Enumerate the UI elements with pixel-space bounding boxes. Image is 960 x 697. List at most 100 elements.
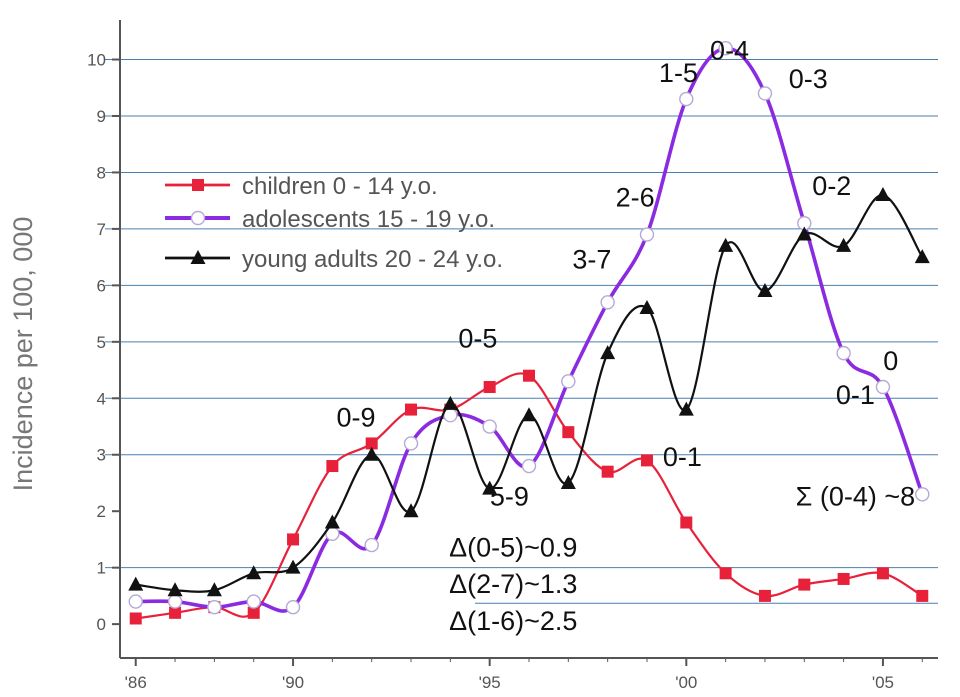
- data-point-adolescents: [639, 227, 655, 242]
- data-point-young-adults: [600, 345, 616, 360]
- y-tick-label: 3: [97, 446, 106, 465]
- data-point-children: [837, 572, 850, 585]
- legend-item-young-adults: young adults 20 - 24 y.o.: [165, 246, 503, 273]
- data-point-young-adults: [678, 401, 694, 416]
- x-tick-label: '95: [479, 673, 501, 692]
- data-point-adolescents: [757, 86, 773, 101]
- data-point-children: [876, 567, 889, 580]
- y-tick-label: 6: [97, 276, 106, 295]
- data-point-young-adults: [639, 299, 655, 314]
- series-young-adults: [128, 187, 930, 597]
- data-point-children: [640, 454, 653, 467]
- annotation-label: Δ(1-6)~2.5: [449, 606, 577, 636]
- data-point-children: [129, 612, 142, 625]
- y-tick-label: 8: [97, 163, 106, 182]
- annotation-label: 0-2: [812, 171, 851, 201]
- data-point-adolescents: [207, 599, 222, 615]
- x-tick-label: '00: [675, 673, 697, 692]
- data-point-young-adults: [324, 514, 340, 529]
- data-point-young-adults: [403, 503, 419, 518]
- data-point-adolescents: [915, 487, 930, 502]
- data-point-young-adults: [442, 395, 458, 410]
- data-point-adolescents: [718, 41, 733, 56]
- data-point-young-adults: [482, 480, 498, 495]
- data-point-young-adults: [206, 582, 222, 597]
- data-point-adolescents: [679, 91, 694, 107]
- axes: 0 1 2 3 4 5 6 7 8 9 10 '86 '90 '95 '00 '05 Incidence per…: [8, 20, 938, 692]
- annotation-label: 5-9: [490, 482, 529, 512]
- data-point-children: [719, 567, 732, 580]
- data-point-children: [916, 589, 929, 602]
- annotation-label: 0-1: [836, 380, 875, 410]
- data-point-adolescents: [364, 537, 379, 553]
- annotation-label: 2-6: [616, 182, 655, 212]
- data-point-children: [287, 533, 300, 546]
- data-point-children: [523, 369, 535, 382]
- data-point-children: [680, 516, 693, 529]
- y-tick-label: 1: [97, 559, 106, 578]
- data-point-children: [365, 437, 378, 450]
- data-point-adolescents: [167, 594, 183, 609]
- data-point-young-adults: [718, 237, 734, 252]
- y-tick-label: 9: [97, 107, 106, 126]
- data-point-young-adults: [128, 576, 144, 591]
- legend-label: young adults 20 - 24 y.o.: [242, 246, 503, 273]
- legend-marker: [190, 210, 206, 226]
- data-point-adolescents: [561, 374, 576, 389]
- data-point-young-adults: [364, 446, 380, 461]
- y-tick-label: 4: [97, 389, 106, 408]
- data-point-young-adults: [836, 237, 852, 252]
- y-tick-label: 2: [97, 502, 106, 521]
- y-axis-label: Incidence per 100, 000: [8, 217, 38, 492]
- legend-marker: [190, 250, 206, 264]
- y-tick-label: 0: [97, 615, 106, 634]
- data-point-adolescents: [482, 419, 497, 434]
- data-point-children: [326, 460, 339, 473]
- y-tick-label: 7: [97, 220, 106, 239]
- annotation-label: Σ (0-4) ~8: [796, 482, 915, 512]
- x-tick-label: '90: [282, 673, 304, 692]
- data-point-children: [601, 465, 614, 478]
- legend-item-adolescents: adolescents 15 - 19 y.o.: [165, 206, 495, 233]
- data-point-young-adults: [246, 565, 262, 580]
- series-line-adolescents: [135, 46, 924, 613]
- data-point-young-adults: [796, 226, 812, 241]
- data-point-young-adults: [285, 559, 301, 574]
- data-point-children: [798, 578, 811, 591]
- gridlines: [105, 59, 938, 604]
- legend-label: children 0 - 14 y.o.: [242, 173, 438, 200]
- annotation-label: 0-9: [336, 403, 375, 433]
- annotation-label: 0-1: [663, 442, 702, 472]
- data-point-children: [483, 380, 496, 393]
- data-point-adolescents: [285, 599, 301, 615]
- annotation-label: 0-5: [458, 323, 497, 353]
- data-point-adolescents: [403, 436, 419, 451]
- data-point-young-adults: [757, 283, 773, 298]
- annotations: 1-5 0-4 0-3 2-6 0-2 3-7 0-5 0 0-1 0-9 0-1 5-9 Σ (0-4…: [336, 36, 915, 636]
- annotation-label: 0: [883, 346, 898, 376]
- data-point-young-adults: [167, 582, 183, 597]
- data-point-young-adults: [521, 407, 537, 422]
- data-point-children: [562, 426, 575, 439]
- annotation-label: 3-7: [572, 244, 611, 274]
- data-point-children: [758, 589, 771, 602]
- x-tick-label: '05: [872, 673, 894, 692]
- data-point-children: [169, 606, 182, 619]
- annotation-label: 1-5: [659, 58, 698, 88]
- annotation-label: 0-3: [789, 64, 828, 94]
- legend: children 0 - 14 y.o. adolescents 15 - 19 …: [165, 173, 503, 273]
- data-point-young-adults: [875, 187, 891, 202]
- data-point-adolescents: [521, 458, 537, 474]
- legend-label: adolescents 15 - 19 y.o.: [242, 206, 495, 233]
- data-point-young-adults: [560, 474, 576, 489]
- data-point-adolescents: [836, 345, 851, 361]
- annotation-label: 0-4: [710, 36, 749, 66]
- data-point-adolescents: [875, 379, 891, 395]
- data-point-adolescents: [246, 594, 261, 609]
- data-point-children: [405, 403, 418, 416]
- data-point-children: [247, 606, 260, 619]
- y-tick-label: 5: [97, 333, 106, 352]
- y-tick-label: 10: [87, 51, 106, 70]
- annotation-label: Δ(2-7)~1.3: [449, 569, 577, 599]
